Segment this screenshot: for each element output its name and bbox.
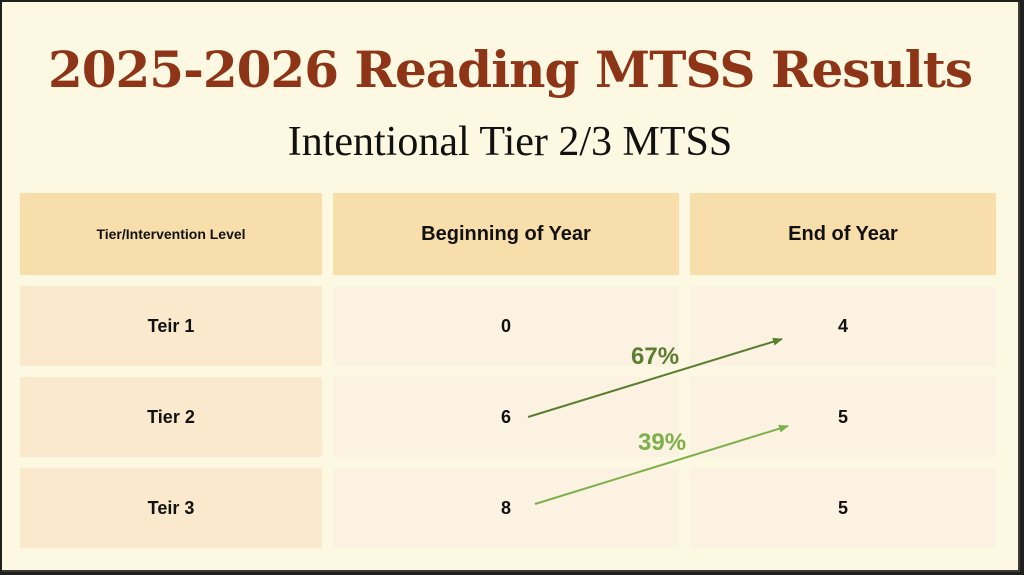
slide-subtitle: Intentional Tier 2/3 MTSS: [287, 119, 733, 165]
tier-1-end-value: 4: [690, 286, 996, 366]
arrow-2-percentage-label: 39%: [638, 429, 687, 456]
tier-2-beginning-value: 6: [333, 377, 679, 457]
header-end-of-year: End of Year: [690, 193, 996, 275]
row-label-tier-3: Teir 3: [20, 468, 322, 548]
header-tier-level: Tier/Intervention Level: [20, 193, 322, 275]
tier-1-beginning-value: 0: [333, 286, 679, 366]
header-beginning-of-year: Beginning of Year: [333, 193, 679, 275]
row-label-tier-2: Tier 2: [20, 377, 322, 457]
row-label-tier-1: Teir 1: [20, 286, 322, 366]
tier-3-beginning-value: 8: [333, 468, 679, 548]
slide-title: 2025-2026 Reading MTSS Results: [47, 40, 973, 99]
tier-3-end-value: 5: [690, 468, 996, 548]
arrow-1-percentage-label: 67%: [631, 343, 680, 370]
tier-2-end-value: 5: [690, 377, 996, 457]
